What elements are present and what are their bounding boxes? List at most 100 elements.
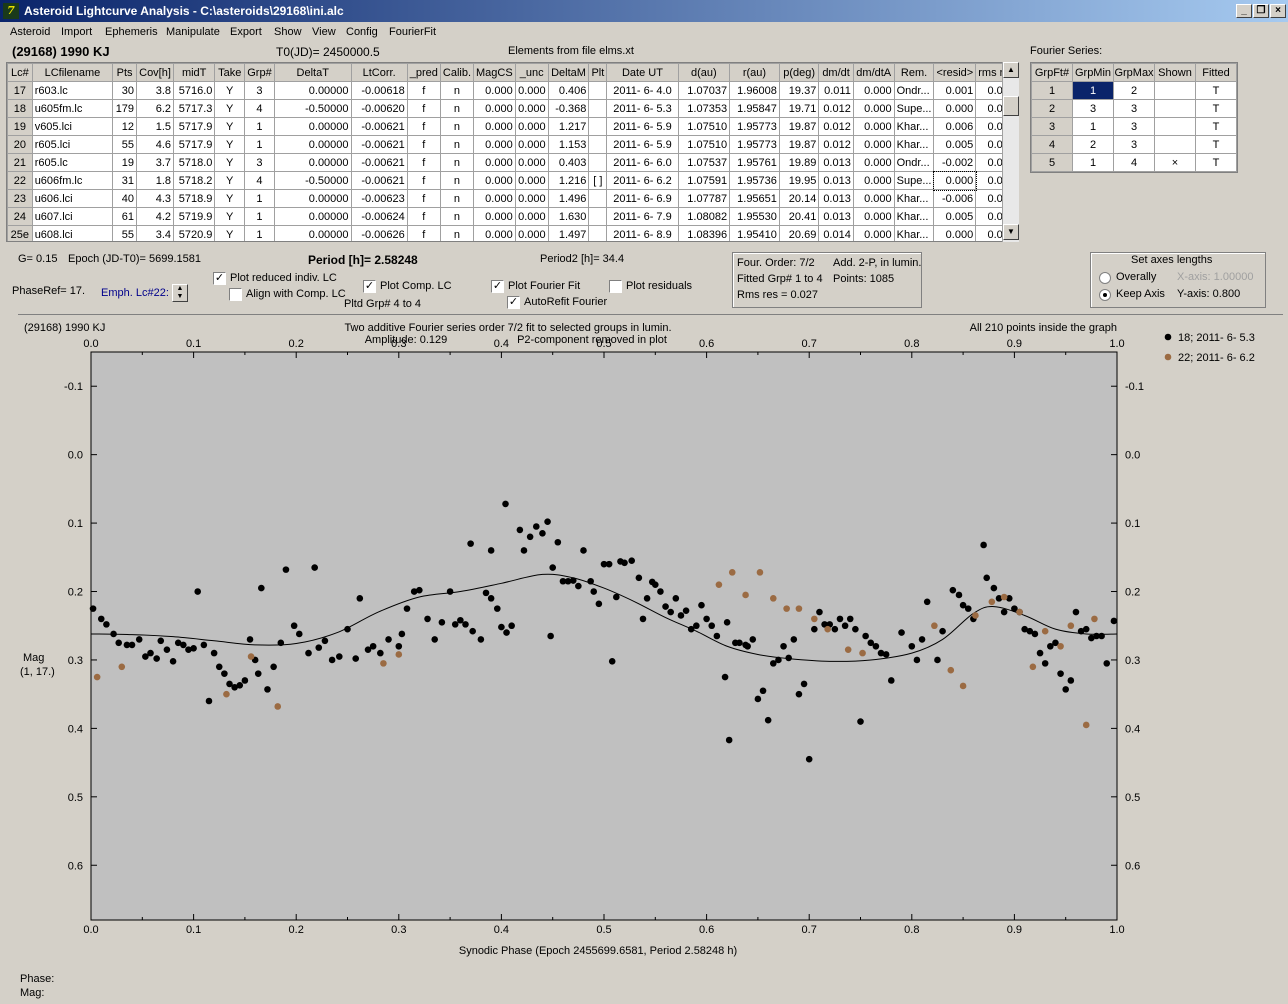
- table-cell[interactable]: 1: [244, 135, 275, 154]
- table-cell[interactable]: 1.07537: [677, 153, 731, 172]
- table-cell[interactable]: f: [406, 81, 441, 100]
- table-cell[interactable]: 0.000: [852, 207, 895, 226]
- column-header[interactable]: LCfilename: [31, 63, 114, 82]
- column-header[interactable]: Calib.: [439, 63, 475, 82]
- menu-view[interactable]: View: [312, 26, 336, 38]
- table-cell[interactable]: 55: [112, 135, 138, 154]
- table-cell[interactable]: [588, 135, 608, 154]
- table-cell[interactable]: 1.153: [547, 135, 590, 154]
- column-header[interactable]: MagCS: [473, 63, 516, 82]
- table-cell[interactable]: 0.000: [852, 171, 895, 190]
- table-cell[interactable]: 1.95773: [729, 117, 780, 136]
- plot-svg[interactable]: 0.0 0.0 0.1 0.1 0.2 0.2 0.3 0.3 0.4 0.4 0.5 0.5 0.6 0…: [18, 315, 1283, 971]
- table-cell[interactable]: 0.000: [852, 117, 895, 136]
- table-cell[interactable]: -0.00621: [350, 153, 408, 172]
- fourier-cell[interactable]: 1: [1072, 81, 1114, 100]
- table-cell[interactable]: 0.000: [514, 189, 549, 208]
- table-cell[interactable]: 0.001: [933, 81, 977, 100]
- fourier-cell[interactable]: [1154, 117, 1196, 136]
- table-cell[interactable]: 3.4: [136, 225, 174, 241]
- fourier-column-header[interactable]: GrpMin: [1072, 63, 1114, 82]
- table-cell[interactable]: 0.005: [933, 207, 977, 226]
- table-cell[interactable]: Ondr...: [893, 153, 935, 172]
- table-cell[interactable]: 20.41: [778, 207, 820, 226]
- table-cell[interactable]: -0.368: [547, 99, 590, 118]
- fourier-cell[interactable]: 3: [1113, 99, 1155, 118]
- table-cell[interactable]: 0.000: [933, 99, 977, 118]
- fourier-cell[interactable]: [1154, 81, 1196, 100]
- table-cell[interactable]: 19.87: [778, 135, 820, 154]
- table-cell[interactable]: 5717.9: [172, 135, 216, 154]
- table-cell[interactable]: -0.00620: [350, 99, 408, 118]
- table-cell[interactable]: -0.00626: [350, 225, 408, 241]
- table-cell[interactable]: 1.95530: [729, 207, 780, 226]
- table-cell[interactable]: 0.014: [818, 225, 854, 241]
- table-cell[interactable]: Y: [214, 189, 246, 208]
- table-cell[interactable]: 0.013: [818, 153, 854, 172]
- table-cell[interactable]: -0.002: [933, 153, 977, 172]
- table-cell[interactable]: Supe...: [893, 99, 935, 118]
- fourier-cell[interactable]: T: [1195, 117, 1237, 136]
- menu-asteroid[interactable]: Asteroid: [10, 26, 51, 38]
- minimize-button[interactable]: _: [1236, 4, 1252, 18]
- table-cell[interactable]: 4: [244, 171, 275, 190]
- table-cell[interactable]: 1.630: [547, 207, 590, 226]
- fourier-cell[interactable]: T: [1195, 99, 1237, 118]
- restore-button[interactable]: ❐: [1253, 4, 1269, 18]
- table-cell[interactable]: 1.496: [547, 189, 590, 208]
- table-row[interactable]: 17 r603.lc 30 3.8 5716.0 Y 3 0.00000 -0.00618 f n 0…: [7, 81, 1018, 100]
- x-axis-length[interactable]: X-axis: 1.00000: [1177, 271, 1254, 283]
- fourier-cell[interactable]: ×: [1154, 153, 1196, 172]
- table-cell[interactable]: 5718.0: [172, 153, 216, 172]
- column-header[interactable]: r(au): [729, 63, 780, 82]
- fourier-cell[interactable]: 2: [1031, 99, 1073, 118]
- table-cell[interactable]: 0.000: [473, 171, 516, 190]
- column-header[interactable]: Date UT: [606, 63, 679, 82]
- table-cell[interactable]: 22: [7, 171, 33, 190]
- fourier-cell[interactable]: 4: [1031, 135, 1073, 154]
- menu-manipulate[interactable]: Manipulate: [166, 26, 220, 38]
- table-cell[interactable]: 0.000: [852, 135, 895, 154]
- table-cell[interactable]: 0.000: [932, 170, 977, 191]
- table-cell[interactable]: 0.012: [818, 117, 854, 136]
- table-cell[interactable]: 0.406: [547, 81, 590, 100]
- menu-config[interactable]: Config: [346, 26, 378, 38]
- fourier-column-header[interactable]: Shown: [1154, 63, 1196, 82]
- table-row[interactable]: 23 u606.lci 40 4.3 5718.9 Y 1 0.00000 -0.00623 f n…: [7, 189, 1018, 208]
- table-cell[interactable]: -0.00618: [350, 81, 408, 100]
- table-cell[interactable]: 1.07353: [677, 99, 731, 118]
- table-cell[interactable]: 2011- 6- 6.0: [606, 153, 679, 172]
- table-cell[interactable]: r605.lc: [31, 153, 114, 172]
- table-cell[interactable]: f: [406, 99, 441, 118]
- table-cell[interactable]: n: [439, 135, 475, 154]
- column-header[interactable]: Pts: [112, 63, 138, 82]
- table-cell[interactable]: Khar...: [893, 117, 935, 136]
- plot-reduced-checkbox[interactable]: ✓: [213, 272, 226, 285]
- table-cell[interactable]: 1.96008: [729, 81, 780, 100]
- table-cell[interactable]: 0.00000: [273, 225, 352, 241]
- column-header[interactable]: Plt: [588, 63, 608, 82]
- table-scrollbar[interactable]: ▲ ▼: [1002, 62, 1019, 242]
- fourier-cell[interactable]: 4: [1113, 153, 1155, 172]
- phaseref-value[interactable]: PhaseRef= 17.: [12, 285, 86, 297]
- table-cell[interactable]: Y: [214, 225, 246, 241]
- table-cell[interactable]: 1.07037: [677, 81, 731, 100]
- plot-residuals-checkbox[interactable]: [609, 280, 622, 293]
- fourier-column-header[interactable]: GrpFt#: [1031, 63, 1073, 82]
- table-cell[interactable]: 0.012: [818, 135, 854, 154]
- table-cell[interactable]: Y: [214, 207, 246, 226]
- fourier-cell[interactable]: [1154, 135, 1196, 154]
- table-cell[interactable]: [588, 99, 608, 118]
- table-cell[interactable]: 19.89: [778, 153, 820, 172]
- table-cell[interactable]: -0.00621: [350, 135, 408, 154]
- table-cell[interactable]: 0.000: [473, 225, 516, 241]
- table-cell[interactable]: [588, 117, 608, 136]
- table-cell[interactable]: 30: [112, 81, 138, 100]
- table-cell[interactable]: 5720.9: [172, 225, 216, 241]
- table-cell[interactable]: 21: [7, 153, 33, 172]
- table-cell[interactable]: 2011- 6- 8.9: [606, 225, 679, 241]
- period2-value[interactable]: Period2 [h]= 34.4: [540, 253, 625, 265]
- table-cell[interactable]: f: [406, 135, 441, 154]
